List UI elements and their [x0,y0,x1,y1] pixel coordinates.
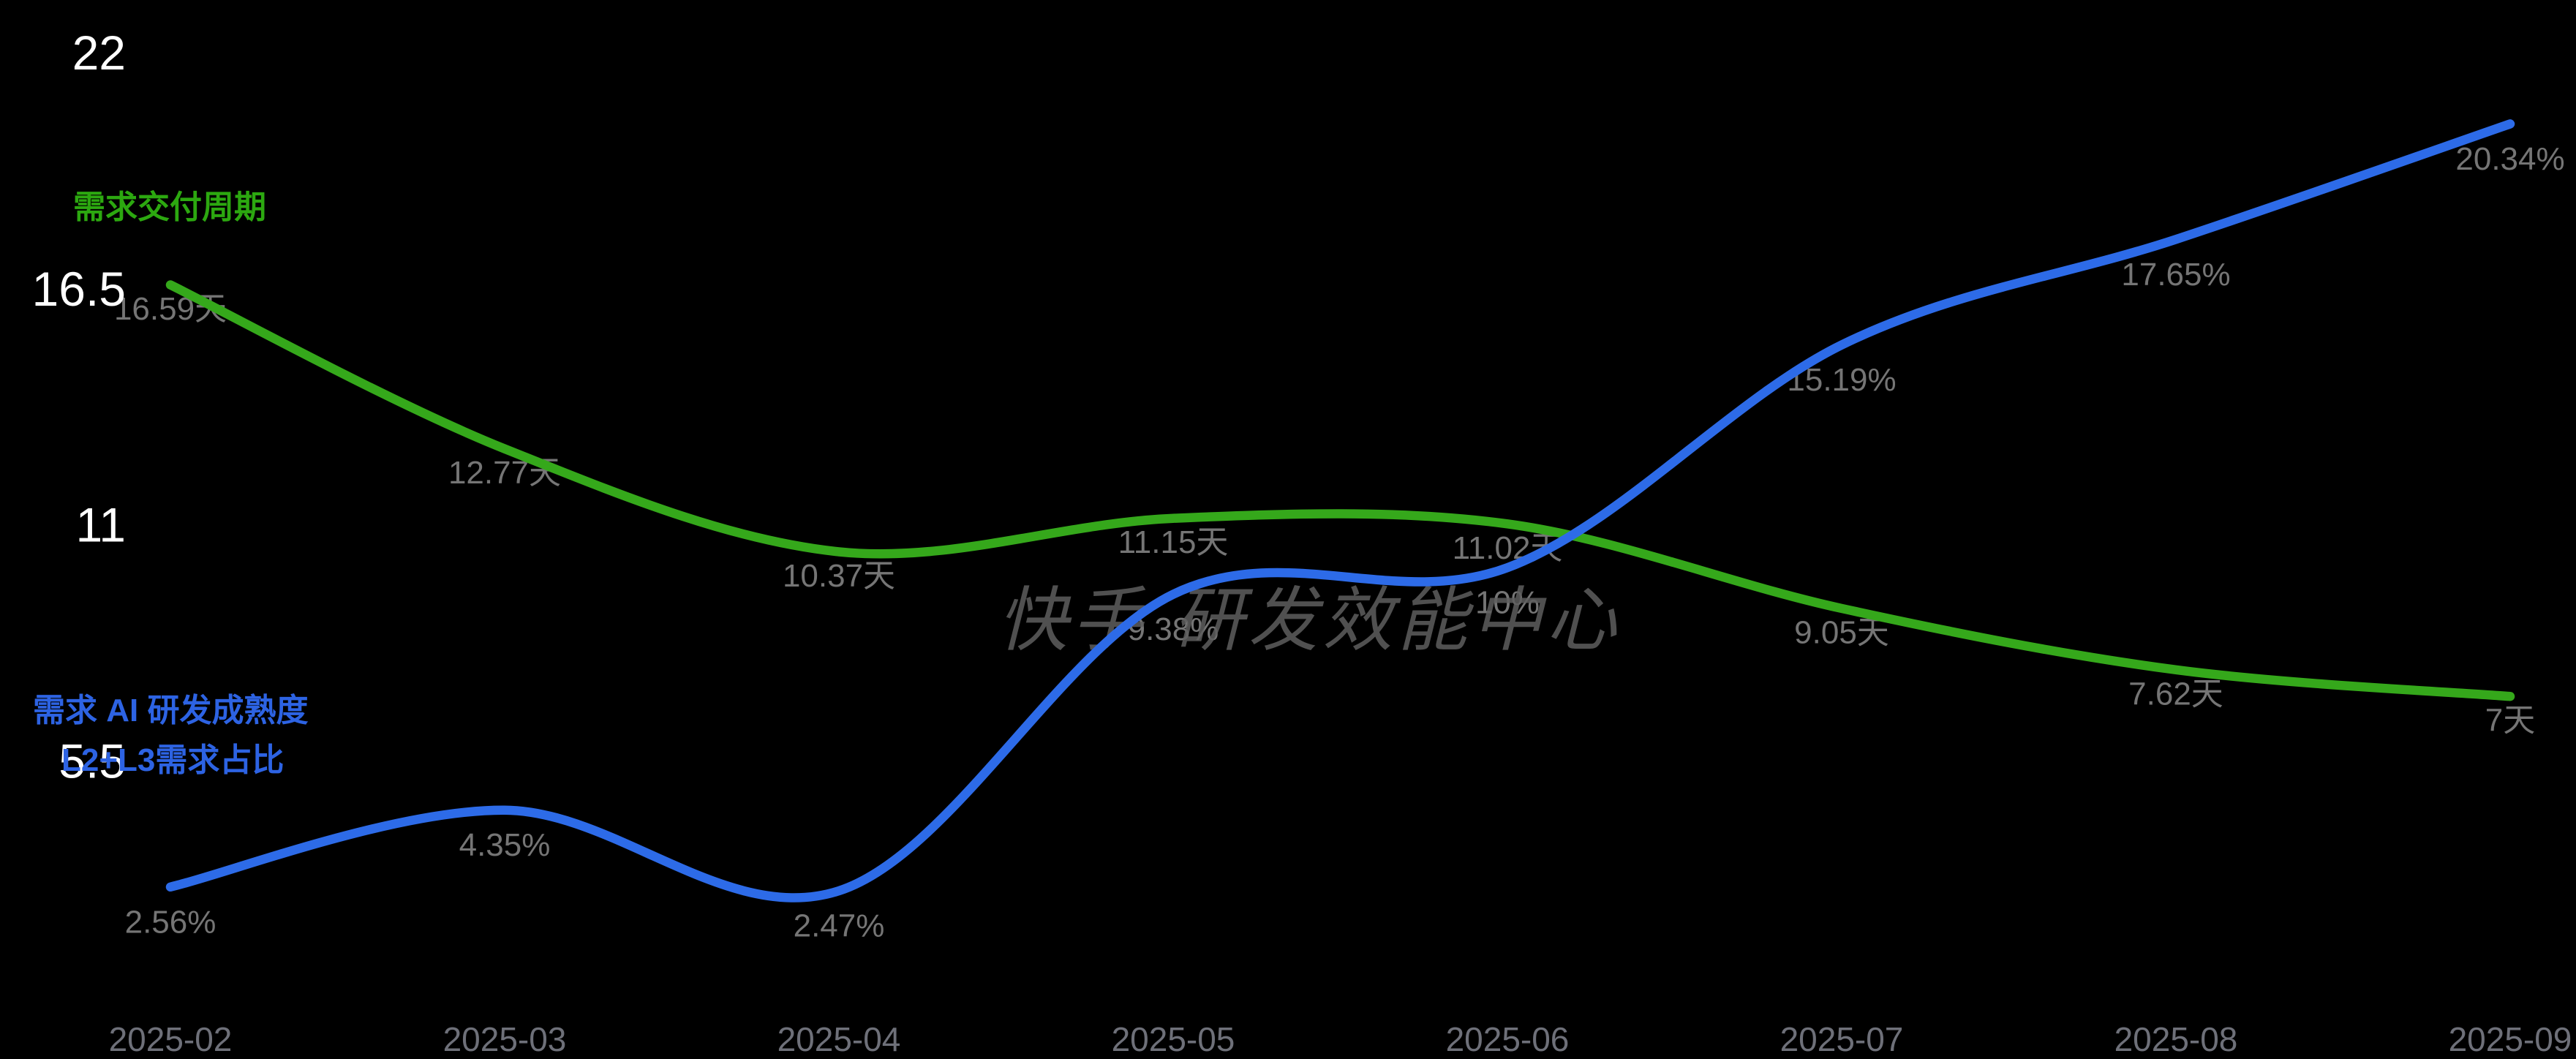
x-tick-label: 2025-08 [2114,1020,2238,1058]
x-tick-label: 2025-09 [2449,1020,2572,1058]
l2l3-share-line[interactable] [165,119,2515,902]
y-tick-label: 11 [75,498,126,552]
delivery-cycle-value-label: 7天 [2485,703,2535,739]
x-tick-label: 2025-07 [1780,1020,1904,1058]
legend-delivery-cycle[interactable]: 需求交付周期 [73,189,266,225]
delivery-cycle-value-label: 9.05天 [1794,614,1889,650]
x-tick-label: 2025-03 [443,1020,567,1058]
y-tick-label: 22 [72,26,126,80]
axes-layer: 5.5 11 16.5 22 2025-02 2025-03 2025-04 2025-05 2… [32,26,2572,1058]
delivery-cycle-value-label: 7.62天 [2128,676,2223,712]
legend-ai-maturity-line2[interactable]: L2+L3需求占比 [61,742,285,778]
x-tick-label: 2025-05 [1112,1020,1235,1058]
legend-ai-maturity[interactable]: 需求 AI 研发成熟度 L2+L3需求占比 [33,686,308,785]
y-tick-label: 16.5 [32,262,126,316]
delivery-cycle-value-label: 10.37天 [783,558,895,594]
l2l3-share-value-label: 2.56% [125,904,216,940]
l2l3-share-value-label: 2.47% [794,908,885,944]
l2l3-share-value-label: 20.34% [2455,141,2564,177]
l2l3-share-value-label: 10% [1475,585,1540,621]
l2l3-share-value-label: 4.35% [459,827,551,863]
x-tick-label: 2025-04 [777,1020,901,1058]
x-tick-label: 2025-06 [1446,1020,1570,1058]
l2l3-share-value-label: 17.65% [2121,257,2230,293]
y-tick-label: 5.5 [59,734,126,788]
delivery-cycle-line[interactable] [165,280,2515,701]
watermark-text: 快手 研发效能中心 [998,579,1622,661]
series-lines-layer [165,119,2515,902]
delivery-cycle-value-label: 11.15天 [1118,524,1229,560]
x-tick-label: 2025-02 [109,1020,233,1058]
legend-ai-maturity-line1[interactable]: 需求 AI 研发成熟度 [33,693,309,728]
